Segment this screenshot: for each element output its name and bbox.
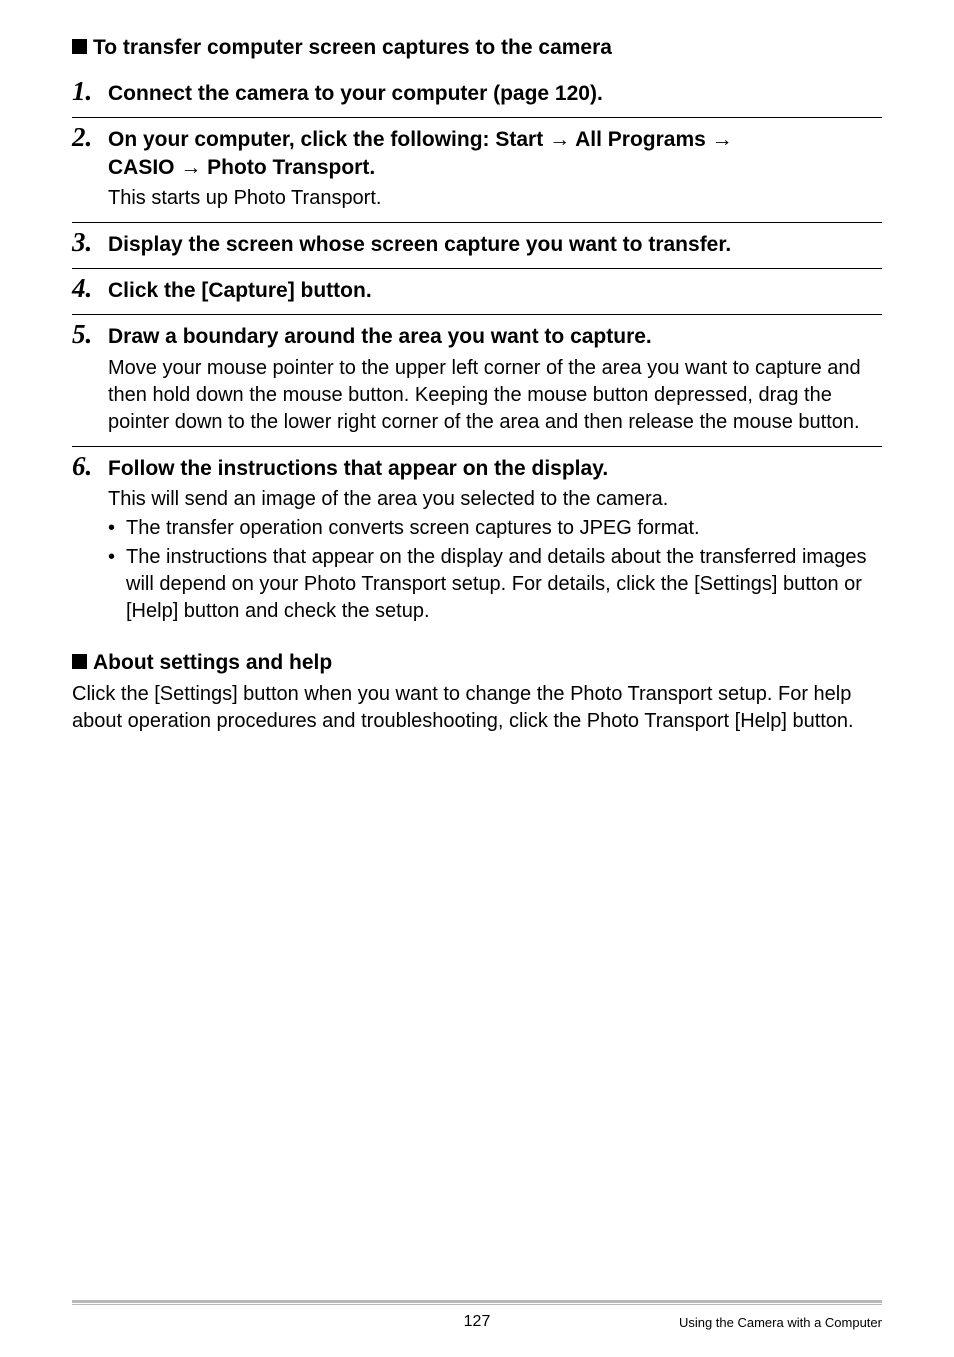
about-block: About settings and help Click the [Setti… [72, 651, 882, 735]
footer-page-number: 127 [343, 1313, 610, 1331]
step-1-number: 1. [72, 78, 98, 105]
step-6-title: Follow the instructions that appear on t… [108, 455, 608, 482]
step-5-body: Move your mouse pointer to the upper lef… [108, 355, 882, 436]
step-2-title-b: All Programs [570, 128, 712, 151]
step-1-title: Connect the camera to your computer (pag… [108, 80, 603, 107]
square-bullet-icon [72, 39, 87, 54]
step-3-title: Display the screen whose screen capture … [108, 231, 731, 258]
step-6-bullet-2: The instructions that appear on the disp… [126, 544, 882, 625]
step-6-bullet-1: The transfer operation converts screen c… [126, 515, 700, 542]
step-2: 2. On your computer, click the following… [72, 117, 882, 212]
arrow-icon: → [180, 156, 201, 179]
bullet-dot-icon: • [108, 515, 118, 542]
step-5-number: 5. [72, 321, 98, 348]
step-4: 4. Click the [Capture] button. [72, 268, 882, 304]
step-2-title-d: Photo Transport. [201, 156, 375, 179]
step-2-row: 2. On your computer, click the following… [72, 124, 882, 181]
step-4-number: 4. [72, 275, 98, 302]
step-4-title: Click the [Capture] button. [108, 277, 372, 304]
bullet-dot-icon: • [108, 544, 118, 625]
footer-rule [72, 1300, 882, 1305]
step-2-title-a: On your computer, click the following: S… [108, 128, 549, 151]
step-6-bullets: • The transfer operation converts screen… [108, 515, 882, 625]
step-2-title-c: CASIO [108, 156, 180, 179]
subheading-about-text: About settings and help [93, 651, 332, 674]
step-2-title: On your computer, click the following: S… [108, 126, 733, 181]
step-1: 1. Connect the camera to your computer (… [72, 78, 882, 107]
step-6-body: This will send an image of the area you … [108, 486, 882, 513]
subheading-transfer-text: To transfer computer screen captures to … [93, 36, 612, 59]
step-6: 6. Follow the instructions that appear o… [72, 446, 882, 625]
footer-row: 127 Using the Camera with a Computer [72, 1313, 882, 1331]
arrow-icon: → [712, 128, 733, 151]
square-bullet-icon [72, 654, 87, 669]
footer-section-title: Using the Camera with a Computer [615, 1315, 882, 1330]
step-2-number: 2. [72, 124, 98, 151]
list-item: • The instructions that appear on the di… [108, 544, 882, 625]
subheading-transfer: To transfer computer screen captures to … [72, 36, 882, 60]
step-1-row: 1. Connect the camera to your computer (… [72, 78, 882, 107]
page-container: To transfer computer screen captures to … [0, 0, 954, 1357]
step-5: 5. Draw a boundary around the area you w… [72, 314, 882, 435]
step-3-number: 3. [72, 229, 98, 256]
step-6-row: 6. Follow the instructions that appear o… [72, 453, 882, 482]
page-footer: 127 Using the Camera with a Computer [72, 1300, 882, 1331]
step-2-body: This starts up Photo Transport. [108, 185, 882, 212]
step-3-row: 3. Display the screen whose screen captu… [72, 229, 882, 258]
arrow-icon: → [549, 128, 570, 151]
list-item: • The transfer operation converts screen… [108, 515, 882, 542]
step-5-row: 5. Draw a boundary around the area you w… [72, 321, 882, 350]
step-3: 3. Display the screen whose screen captu… [72, 222, 882, 258]
step-4-row: 4. Click the [Capture] button. [72, 275, 882, 304]
about-body-text: Click the [Settings] button when you wan… [72, 681, 882, 735]
subheading-about: About settings and help [72, 651, 882, 675]
step-6-number: 6. [72, 453, 98, 480]
step-5-title: Draw a boundary around the area you want… [108, 323, 652, 350]
